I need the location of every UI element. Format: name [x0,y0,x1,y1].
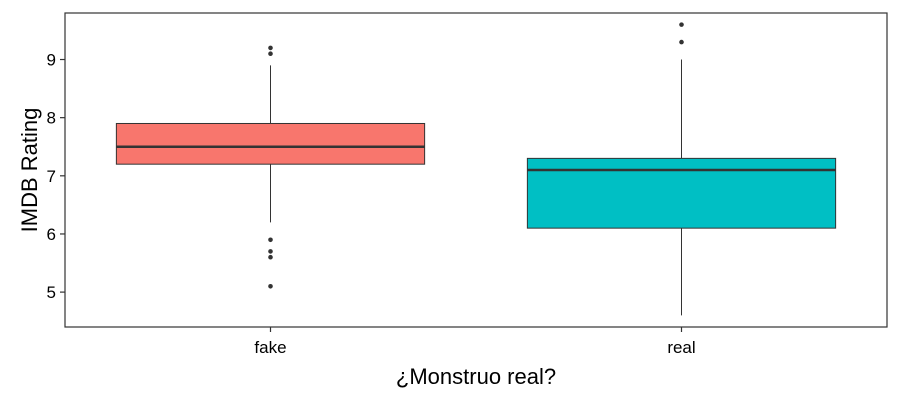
x-axis-title: ¿Monstruo real? [396,364,556,389]
outlier-point [268,249,273,254]
outlier-point [268,254,273,260]
outlier-point [268,45,273,51]
y-tick-label: 7 [47,167,56,186]
y-axis-title: IMDB Rating [17,108,42,233]
y-axis: 5 6 7 8 9 [47,51,65,302]
x-axis: fake real [254,327,696,357]
outlier-point [268,51,273,57]
outlier-point [268,237,273,243]
y-tick-label: 9 [47,51,56,70]
x-tick-label: fake [254,338,286,357]
iqr-box [115,122,426,165]
y-tick-label: 6 [47,225,56,244]
x-tick-label: real [667,338,695,357]
plot-panel-border [64,12,888,328]
y-tick-label: 8 [47,109,56,128]
outlier-point [679,22,684,27]
y-tick-label: 5 [47,283,56,302]
plot-marks [115,22,837,316]
box-group-real [526,22,837,316]
outlier-point [268,283,273,289]
outlier-point [679,39,684,45]
box-group-fake [115,45,426,289]
